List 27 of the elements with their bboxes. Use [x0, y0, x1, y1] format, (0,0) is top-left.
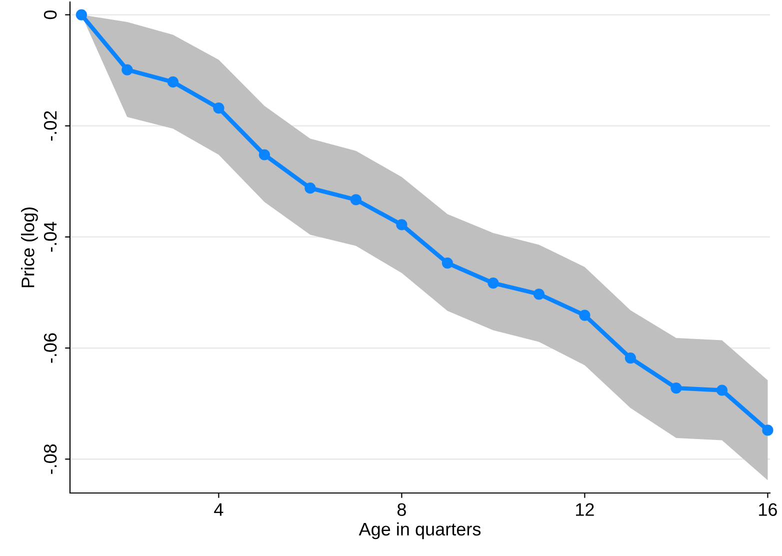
point	[716, 384, 728, 396]
point	[762, 424, 774, 436]
point	[396, 219, 408, 230]
y-axis-title: Price (log)	[21, 207, 38, 288]
point	[442, 257, 454, 269]
point	[122, 64, 133, 76]
y-tick-label: -.04	[44, 222, 57, 252]
y-tick-label: -.02	[44, 111, 57, 141]
point	[488, 277, 499, 289]
x-tick-label: 12	[576, 503, 594, 516]
point	[76, 9, 87, 20]
x-tick-label: 4	[214, 503, 224, 516]
y-tick-label: 0	[44, 10, 57, 20]
point	[350, 194, 362, 206]
x-tick-label: 8	[397, 503, 406, 516]
point	[624, 352, 636, 364]
point	[167, 76, 178, 88]
point	[258, 149, 270, 160]
x-axis-title: Age in quarters	[358, 522, 481, 540]
y-tick-label: -.06	[44, 333, 57, 363]
point	[670, 382, 682, 394]
point	[579, 310, 590, 321]
point	[533, 288, 545, 300]
point	[213, 102, 224, 114]
y-tick-label: -.08	[44, 444, 57, 474]
x-tick-label: 16	[759, 503, 777, 516]
point	[304, 182, 316, 194]
